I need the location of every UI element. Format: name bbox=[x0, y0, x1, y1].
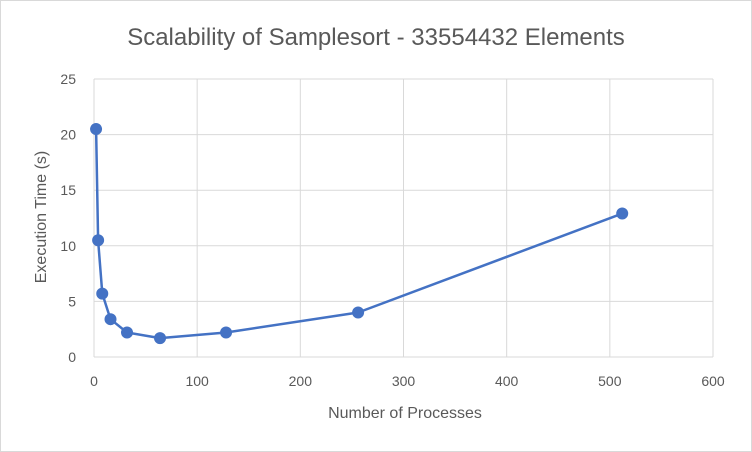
x-tick-label: 200 bbox=[289, 373, 313, 389]
y-tick-label: 0 bbox=[68, 349, 76, 365]
y-tick-label: 10 bbox=[60, 238, 76, 254]
data-point bbox=[96, 287, 109, 300]
data-point bbox=[154, 332, 167, 345]
data-point bbox=[220, 326, 233, 339]
y-tick-label: 15 bbox=[60, 182, 76, 198]
x-tick-label: 300 bbox=[392, 373, 416, 389]
x-tick-label: 100 bbox=[185, 373, 209, 389]
y-tick-label: 5 bbox=[68, 293, 76, 309]
x-tick-label: 400 bbox=[495, 373, 519, 389]
x-tick-label: 0 bbox=[90, 373, 98, 389]
y-tick-label: 25 bbox=[60, 71, 76, 87]
data-point bbox=[104, 313, 117, 326]
data-point bbox=[90, 123, 103, 136]
x-axis-label: Number of Processes bbox=[328, 405, 482, 422]
y-axis-label: Execution Time (s) bbox=[33, 151, 50, 283]
x-tick-label: 600 bbox=[701, 373, 725, 389]
data-point bbox=[92, 234, 105, 247]
data-point bbox=[616, 207, 629, 220]
y-tick-label: 20 bbox=[60, 127, 76, 143]
chart-title: Scalability of Samplesort - 33554432 Ele… bbox=[127, 24, 625, 51]
x-tick-label: 500 bbox=[598, 373, 622, 389]
data-point bbox=[121, 326, 134, 339]
data-point bbox=[352, 306, 365, 319]
